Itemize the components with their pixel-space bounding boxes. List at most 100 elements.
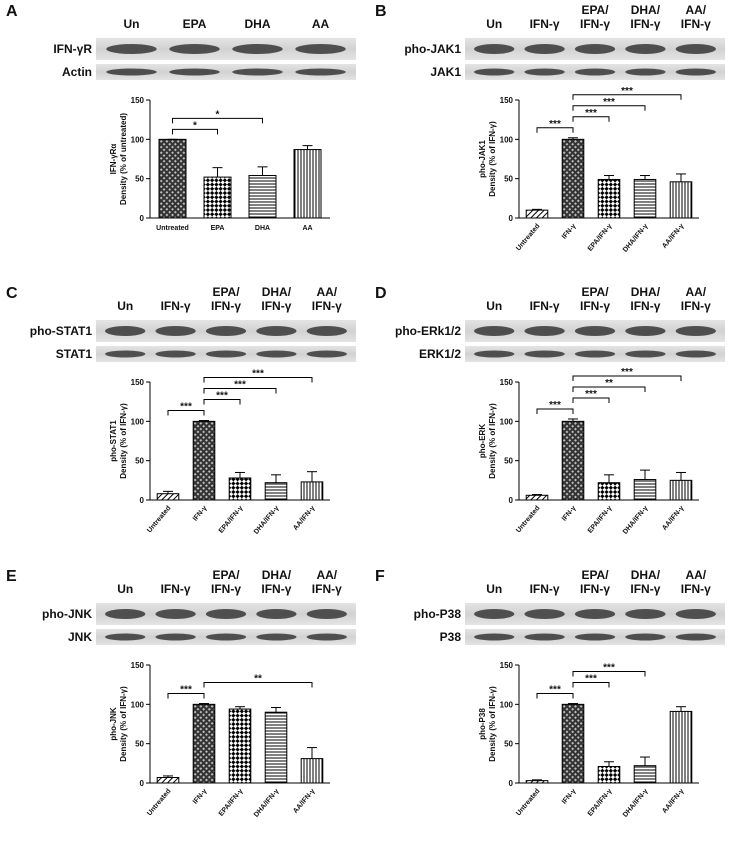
lane-label: AA/ — [685, 285, 706, 299]
y-tick-label: 50 — [504, 457, 513, 466]
panel-letter: C — [6, 285, 18, 302]
x-tick-label: DHA — [255, 225, 270, 232]
lane-label: EPA/ — [581, 568, 609, 582]
lane-label: IFN-γ — [580, 582, 610, 596]
y-axis-title: Density (% of IFN-γ) — [119, 403, 128, 479]
significance-bracket — [172, 117, 263, 124]
panel: FUn IFN-γEPA/IFN-γDHA/IFN-γAA/IFN-γpho-P3… — [375, 568, 725, 819]
lane-label: IFN-γ — [211, 582, 241, 596]
panel: A Un EPA DHA AA IFN-γR Actin 0 50 100 150 IFN-γRα De… — [6, 3, 356, 232]
lane-label: EPA — [183, 17, 207, 31]
blot-band — [524, 44, 565, 54]
blot-band — [256, 326, 297, 336]
bar — [248, 175, 277, 219]
blot-band — [155, 633, 196, 641]
x-tick-label: AA/IFN-γ — [661, 788, 685, 815]
y-tick-label: 150 — [131, 378, 145, 387]
blot-label: IFN-γR — [53, 42, 92, 56]
lane-label: AA/ — [685, 3, 706, 17]
x-tick-label: EPA/IFN-γ — [218, 505, 245, 535]
blot-band — [675, 609, 716, 619]
significance-label: *** — [252, 369, 264, 380]
lane-label: Un — [117, 299, 133, 313]
blot-label: pho-STAT1 — [30, 324, 93, 338]
significance-label: * — [193, 120, 197, 131]
lane-label: DHA/ — [262, 568, 292, 582]
lane-label: IFN-γ — [161, 299, 191, 313]
x-tick-label: EPA/IFN-γ — [587, 788, 614, 818]
x-tick-label: Untreated — [156, 225, 189, 232]
bar — [597, 178, 621, 219]
lane-label: Un — [486, 582, 502, 596]
blot-label: STAT1 — [56, 347, 93, 361]
lane-label: AA/ — [316, 568, 337, 582]
blot-band — [574, 350, 616, 358]
lane-label: IFN-γ — [530, 17, 560, 31]
x-tick-label: AA/IFN-γ — [292, 505, 316, 532]
blot-band — [169, 44, 220, 54]
blot-label: pho-JAK1 — [404, 42, 461, 56]
blot-label: P38 — [440, 630, 462, 644]
blot-band — [306, 326, 347, 336]
x-tick-label: Untreated — [515, 505, 541, 535]
significance-bracket — [167, 410, 205, 416]
blot-band — [256, 350, 297, 358]
blot-band — [155, 609, 196, 619]
lane-label: AA/ — [685, 568, 706, 582]
x-tick-label: DHA/IFN-γ — [253, 505, 281, 536]
blot-band — [306, 609, 347, 619]
y-tick-label: 50 — [135, 175, 144, 184]
blot-band — [524, 326, 565, 336]
y-tick-label: 150 — [131, 96, 145, 105]
blot-band — [105, 633, 146, 641]
bar — [192, 420, 216, 501]
significance-label: *** — [621, 367, 633, 378]
blot-label: JNK — [68, 630, 92, 644]
y-axis-title: Density (% of IFN-γ) — [119, 686, 128, 762]
blot-band — [232, 44, 283, 54]
bar — [669, 181, 693, 219]
y-tick-label: 150 — [500, 378, 514, 387]
x-tick-label: AA/IFN-γ — [661, 505, 685, 532]
lane-label: Un — [117, 582, 133, 596]
significance-bracket — [572, 105, 646, 111]
lane-label: DHA/ — [631, 568, 661, 582]
blot-band — [232, 68, 283, 76]
blot-band — [205, 609, 247, 619]
bar — [156, 493, 180, 501]
bar — [264, 482, 288, 501]
y-axis-title: pho-ERK — [478, 424, 487, 458]
lane-label: EPA/ — [581, 3, 609, 17]
bar — [156, 776, 180, 784]
lane-label: IFN-γ — [261, 582, 291, 596]
y-axis-title: Density (% of untreated) — [119, 113, 128, 205]
significance-label: *** — [180, 685, 192, 696]
significance-label: *** — [549, 119, 561, 130]
blot-band — [306, 350, 347, 358]
lane-label: DHA/ — [631, 285, 661, 299]
blot-band — [105, 609, 146, 619]
blot-band — [306, 633, 347, 641]
blot-band — [474, 44, 515, 54]
blot-band — [524, 633, 565, 641]
blot-band — [256, 609, 297, 619]
x-tick-label: EPA/IFN-γ — [587, 223, 614, 253]
significance-bracket — [203, 377, 313, 383]
panel: EUn IFN-γEPA/IFN-γDHA/IFN-γAA/IFN-γpho-JN… — [6, 568, 356, 819]
panel-letter: F — [375, 568, 385, 585]
y-axis-title: Density (% of IFN-γ) — [488, 121, 497, 197]
lane-label: DHA/ — [631, 3, 661, 17]
bar — [633, 765, 657, 784]
significance-bracket — [167, 693, 205, 699]
lane-label: Un — [486, 299, 502, 313]
significance-bracket — [572, 116, 610, 122]
lane-label: IFN-γ — [530, 299, 560, 313]
x-tick-label: EPA/IFN-γ — [218, 788, 245, 818]
panel-letter: D — [375, 285, 387, 302]
lane-label: DHA — [245, 17, 271, 31]
significance-label: *** — [585, 674, 597, 685]
y-axis-title: pho-JNK — [109, 707, 118, 741]
blot-band — [474, 326, 515, 336]
blot-label: ERK1/2 — [419, 347, 461, 361]
bar — [597, 482, 621, 501]
